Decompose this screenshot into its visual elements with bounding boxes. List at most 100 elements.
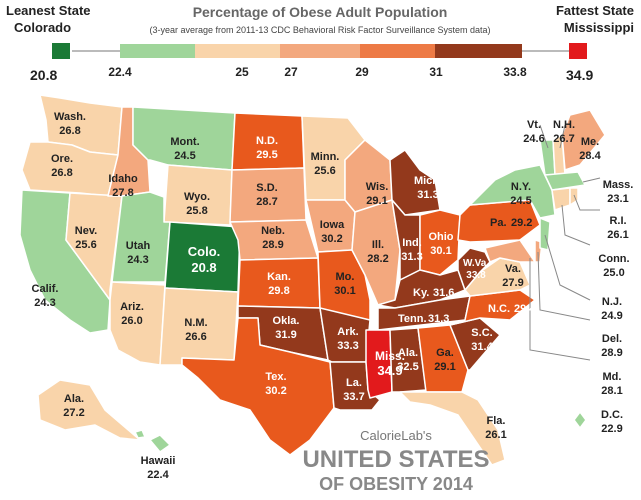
label-nm-name: N.M. — [184, 317, 207, 329]
label-mo-name: Mo. — [336, 271, 355, 283]
label-de-value: 28.9 — [601, 347, 622, 359]
label-hawaii-name: Hawaii — [141, 455, 176, 467]
state-fla — [399, 391, 506, 466]
label-pa-value: 29.2 — [511, 217, 532, 229]
label-pa-name: Pa. — [490, 217, 507, 229]
fattest-swatch — [569, 43, 587, 59]
label-ind-value: 31.3 — [401, 251, 422, 263]
state-tex — [181, 317, 335, 456]
label-kan-name: Kan. — [267, 271, 291, 283]
label-nd-name: N.D. — [256, 135, 278, 147]
label-ill-name: Ill. — [372, 239, 384, 251]
label-minn-value: 25.6 — [314, 165, 335, 177]
label-mass-name: Mass. — [603, 179, 634, 191]
label-colo-value: 20.8 — [191, 260, 216, 275]
label-la-value: 33.7 — [343, 391, 364, 403]
label-mo-value: 30.1 — [334, 285, 355, 297]
label-ohio-value: 30.1 — [430, 245, 451, 257]
label-nj-value: 24.9 — [601, 310, 622, 322]
label-me-value: 28.4 — [579, 150, 601, 162]
label-utah-name: Utah — [126, 240, 151, 252]
label-nm-value: 26.6 — [185, 331, 206, 343]
label-de-name: Del. — [602, 333, 622, 345]
label-ore-value: 26.8 — [51, 167, 72, 179]
state-kan — [237, 257, 321, 309]
label-ark-name: Ark. — [337, 326, 358, 338]
fattest-value: 34.9 — [566, 67, 593, 83]
label-idaho-name: Idaho — [108, 173, 138, 185]
label-ky-name: Ky. — [413, 287, 429, 299]
label-tex-name: Tex. — [265, 371, 286, 383]
label-mich-name: Mich. — [414, 175, 442, 187]
header: Leanest State Colorado 20.8 Fattest Stat… — [6, 3, 634, 83]
label-sc-value: 31.4 — [471, 341, 493, 353]
label-nj-name: N.J. — [602, 296, 622, 308]
leanest-state: Colorado — [14, 20, 71, 35]
label-okla-value: 31.9 — [275, 329, 296, 341]
state-mass — [544, 171, 586, 191]
label-va-value: 27.9 — [502, 277, 523, 289]
legend-swatch-3 — [280, 44, 360, 58]
state-hawaii — [149, 434, 171, 453]
label-fla-value: 26.1 — [485, 429, 506, 441]
label-mich-value: 31.3 — [417, 189, 438, 201]
label-nev-name: Nev. — [75, 225, 97, 237]
label-ky-value: 31.6 — [433, 287, 454, 299]
label-wva-name: W.Va. — [463, 258, 489, 269]
label-sd-name: S.D. — [256, 182, 277, 194]
label-wyo-value: 25.8 — [186, 205, 207, 217]
label-calif-value: 24.3 — [34, 297, 55, 309]
label-conn-value: 25.0 — [603, 267, 624, 279]
state-dc — [573, 411, 587, 429]
label-ga-name: Ga. — [436, 347, 454, 359]
label-kan-value: 29.8 — [268, 285, 289, 297]
label-mont-name: Mont. — [170, 136, 199, 148]
brand-line-1: CalorieLab's — [360, 428, 432, 443]
state-labels: Wash. 26.8 Ore. 26.8 Calif. 24.3 Nev. 25… — [32, 111, 634, 481]
legend-tick-1: 22.4 — [108, 65, 132, 79]
label-colo-name: Colo. — [188, 244, 221, 259]
state-md — [484, 239, 536, 263]
state-sd — [229, 167, 307, 223]
label-ark-value: 33.3 — [337, 340, 358, 352]
label-ind-name: Ind. — [402, 237, 422, 249]
label-nh-value: 26.7 — [553, 133, 574, 145]
label-miss-value: 34.9 — [377, 363, 402, 378]
state-alaska — [37, 379, 141, 441]
label-wva-value: 33.8 — [466, 270, 486, 281]
legend-swatch-2 — [195, 44, 280, 58]
label-idaho-value: 27.8 — [112, 187, 133, 199]
label-ariz-name: Ariz. — [120, 301, 144, 313]
legend-swatch-5 — [435, 44, 522, 58]
label-ny-name: N.Y. — [511, 181, 531, 193]
label-nc-name: N.C. — [488, 303, 510, 315]
state-wyo — [163, 164, 233, 226]
legend-tick-4: 29 — [355, 65, 369, 79]
label-nev-value: 25.6 — [75, 239, 96, 251]
map-title: Percentage of Obese Adult Population — [193, 4, 448, 20]
label-me-name: Me. — [581, 136, 599, 148]
label-ri-name: R.I. — [609, 215, 626, 227]
label-iowa-value: 30.2 — [321, 233, 342, 245]
legend-swatch-4 — [360, 44, 435, 58]
branding: CalorieLab's UNITED STATES OF OBESITY 20… — [302, 428, 489, 494]
label-fla-name: Fla. — [487, 415, 506, 427]
label-la-name: La. — [346, 377, 362, 389]
state-ct — [551, 187, 571, 211]
label-iowa-name: Iowa — [320, 219, 345, 231]
label-ohio-name: Ohio — [428, 231, 453, 243]
label-ore-name: Ore. — [51, 153, 73, 165]
label-dc-name: D.C. — [601, 409, 623, 421]
label-mass-value: 23.1 — [607, 193, 628, 205]
state-wva — [457, 247, 491, 291]
state-ala — [389, 327, 427, 393]
label-dc-value: 22.9 — [601, 423, 622, 435]
label-neb-value: 28.9 — [262, 239, 283, 251]
brand-line-2: UNITED STATES — [302, 446, 489, 473]
label-vt-value: 24.6 — [523, 133, 544, 145]
label-tenn-value: 31.3 — [428, 313, 449, 325]
label-vt-name: Vt. — [527, 119, 541, 131]
label-wash-value: 26.8 — [59, 125, 80, 137]
label-utah-value: 24.3 — [127, 254, 148, 266]
